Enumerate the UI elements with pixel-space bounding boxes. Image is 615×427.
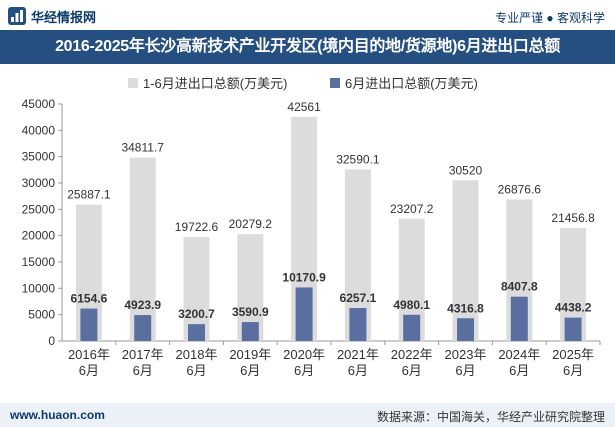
data-label-june: 6154.6 [71,292,108,306]
legend-label-june: 6月进出口总额(万美元) [345,76,478,91]
legend-swatch-june [330,77,340,88]
data-label-total: 20279.2 [229,217,273,231]
data-label-june: 10170.9 [282,270,326,284]
x-tick-label: 2016年 6月 [68,347,110,378]
x-tick-label: 2019年 6月 [229,347,271,378]
bar-total [183,237,210,341]
bar-june [80,308,98,341]
data-label-total: 42561 [287,100,321,114]
x-tick-label: 2023年 6月 [445,347,487,378]
bar-chart: 0 5000 10000 15000 20000 25000 30000 35000 40000… [22,97,601,378]
y-tick-label: 10000 [22,281,56,295]
y-tick-label: 25000 [22,202,56,216]
chart-legend: 1-6月进出口总额(万美元) 6月进出口总额(万美元) [0,71,615,91]
bar-june [510,296,528,341]
title-bar: 2016-2025年长沙高新技术产业开发区(境内目的地/货源地)6月进出口总额 [0,30,615,64]
data-label-june: 4438.2 [555,301,592,315]
y-tick-label: 30000 [22,176,56,190]
bar-total [129,157,156,341]
y-tick-label: 0 [48,334,55,348]
y-tick-label: 20000 [22,229,56,243]
brand-name: 华经情报网 [31,10,97,25]
data-label-june: 4316.8 [447,301,484,315]
legend-label-total: 1-6月进出口总额(万美元) [143,76,288,91]
data-label-june: 4980.1 [393,298,430,312]
footer-bar: www.huaon.com 数据来源：中国海关，华经产业研究院整理 [0,403,615,427]
y-tick-label: 15000 [22,255,56,269]
legend-swatch-total [128,77,138,88]
bar-june [403,314,421,341]
x-tick-label: 2018年 6月 [176,347,218,378]
bar-june [457,318,474,341]
data-label-june: 4923.9 [124,298,161,312]
data-label-june: 6257.1 [340,291,377,305]
data-label-june: 3590.9 [232,305,269,319]
data-label-total: 25887.1 [67,188,111,202]
bar-june [241,322,259,341]
data-label-total: 19722.6 [175,220,219,234]
legend-item-total: 1-6月进出口总额(万美元) [128,73,287,92]
y-tick-label: 35000 [22,150,56,164]
chart-title: 2016-2025年长沙高新技术产业开发区(境内目的地/货源地)6月进出口总额 [55,38,560,55]
y-tick-label: 45000 [22,97,56,111]
legend-item-june: 6月进出口总额(万美元) [330,73,478,92]
x-tick-label: 2024年 6月 [498,347,540,378]
bar-june [295,287,313,341]
data-label-total: 23207.2 [390,202,434,216]
data-label-total: 34811.7 [121,141,164,155]
bar-june [349,308,367,341]
bar-total [452,180,479,341]
data-label-total: 32590.1 [336,152,380,166]
data-label-june: 8407.8 [501,280,538,294]
data-label-total: 26876.6 [498,182,542,196]
data-source: 数据来源：中国海关，华经产业研究院整理 [376,410,605,424]
bar-june [564,317,582,341]
data-label-total: 21456.8 [551,211,595,225]
x-tick-label: 2025年 6月 [552,347,594,378]
x-tick-label: 2020年 6月 [283,347,325,378]
y-tick-label: 5000 [28,308,55,322]
bar-june [188,324,205,341]
site-url: www.huaon.com [10,408,105,422]
huajing-logo-icon [8,7,26,25]
x-tick-label: 2017年 6月 [122,347,164,378]
slogan: 专业严谨 ● 客观科学 [495,11,605,25]
data-label-june: 3200.7 [178,307,215,321]
header-bar: 华经情报网 专业严谨 ● 客观科学 [0,0,615,30]
x-tick-label: 2021年 6月 [337,347,379,378]
data-label-total: 30520 [449,163,483,177]
bar-june [134,315,152,341]
x-tick-label: 2022年 6月 [391,347,433,378]
y-tick-label: 40000 [22,123,56,137]
